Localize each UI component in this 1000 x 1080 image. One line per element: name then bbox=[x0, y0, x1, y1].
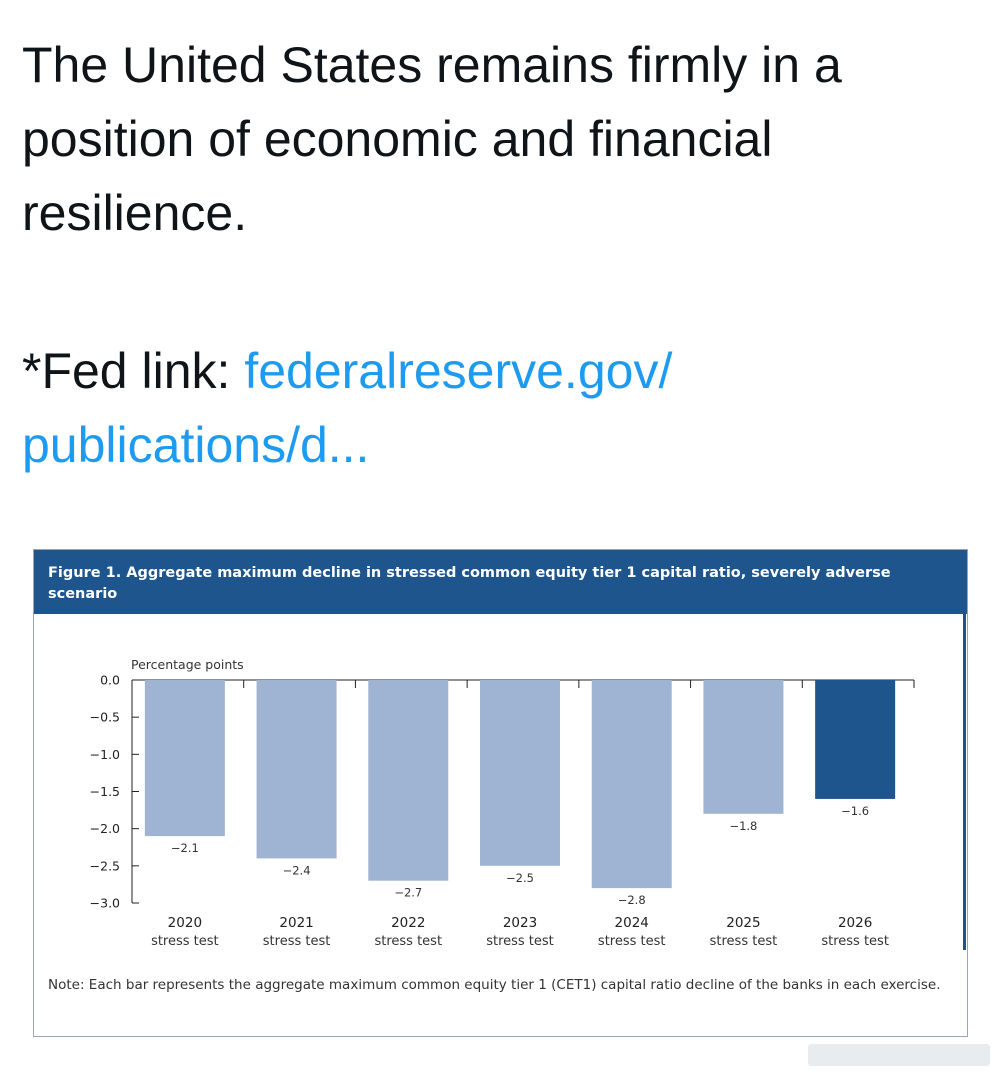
y-tick-label: −2.0 bbox=[90, 821, 120, 836]
x-category-label: 2021 bbox=[279, 915, 313, 931]
chart-panel: 0.0 −0.5 −1.0 −1.5 −2.0 −2.5 −3.0 Percentage po… bbox=[34, 614, 966, 950]
bar-2024 bbox=[591, 680, 672, 889]
bar-value-label: −1.8 bbox=[729, 819, 757, 833]
x-category-sublabel: stress test bbox=[710, 934, 778, 949]
fed-link[interactable]: federalreserve.gov/publications/d... bbox=[22, 343, 672, 473]
x-category-sublabel: stress test bbox=[151, 934, 219, 949]
x-category-label: 2020 bbox=[168, 915, 202, 931]
fed-link-text-2: publications/d... bbox=[22, 417, 370, 473]
figure-card[interactable]: Figure 1. Aggregate maximum decline in s… bbox=[33, 549, 968, 1037]
post-text: The United States remains firmly in a po… bbox=[22, 37, 842, 241]
bar-2020 bbox=[144, 680, 225, 837]
x-category-sublabel: stress test bbox=[263, 934, 331, 949]
bar-value-label: −2.5 bbox=[506, 871, 534, 885]
x-category-label: 2024 bbox=[615, 915, 649, 931]
x-category-sublabel: stress test bbox=[486, 934, 554, 949]
y-tick-label: −3.0 bbox=[90, 896, 120, 911]
bar-value-label: −2.7 bbox=[394, 886, 422, 900]
x-category-sublabel: stress test bbox=[598, 934, 666, 949]
bar-value-label: −2.4 bbox=[283, 863, 311, 877]
bar-2025 bbox=[703, 680, 784, 814]
bar-2026 bbox=[815, 680, 896, 799]
fed-link-text-1: federalreserve.gov/ bbox=[244, 343, 673, 399]
x-category-sublabel: stress test bbox=[374, 934, 442, 949]
bar-value-label: −2.1 bbox=[171, 841, 199, 855]
image-scroll-indicator[interactable] bbox=[808, 1044, 990, 1066]
y-tick-label: −1.5 bbox=[90, 784, 120, 799]
x-category-label: 2022 bbox=[391, 915, 425, 931]
x-category-sublabel: stress test bbox=[821, 934, 889, 949]
y-tick-label: −1.0 bbox=[90, 747, 120, 762]
y-tick-label: −2.5 bbox=[90, 858, 120, 873]
bar-chart: 0.0 −0.5 −1.0 −1.5 −2.0 −2.5 −3.0 Percentage po… bbox=[90, 657, 915, 949]
bar-2022 bbox=[368, 680, 449, 881]
bar-value-label: −2.8 bbox=[618, 893, 646, 907]
bar-value-label: −1.6 bbox=[841, 804, 869, 818]
fed-link-prefix: *Fed link: bbox=[22, 343, 245, 399]
x-category-label: 2026 bbox=[838, 915, 872, 931]
figure-note: Note: Each bar represents the aggregate … bbox=[48, 977, 941, 993]
y-tick-label: 0.0 bbox=[100, 673, 120, 688]
bar-2023 bbox=[480, 680, 560, 866]
x-category-label: 2023 bbox=[503, 915, 537, 931]
x-category-label: 2025 bbox=[726, 915, 760, 931]
bar-2021 bbox=[256, 680, 337, 859]
y-tick-label: −0.5 bbox=[90, 710, 120, 725]
fed-link-line: *Fed link: federalreserve.gov/publicatio… bbox=[22, 334, 972, 482]
figure-title: Figure 1. Aggregate maximum decline in s… bbox=[34, 550, 967, 614]
y-axis-label: Percentage points bbox=[131, 657, 244, 672]
